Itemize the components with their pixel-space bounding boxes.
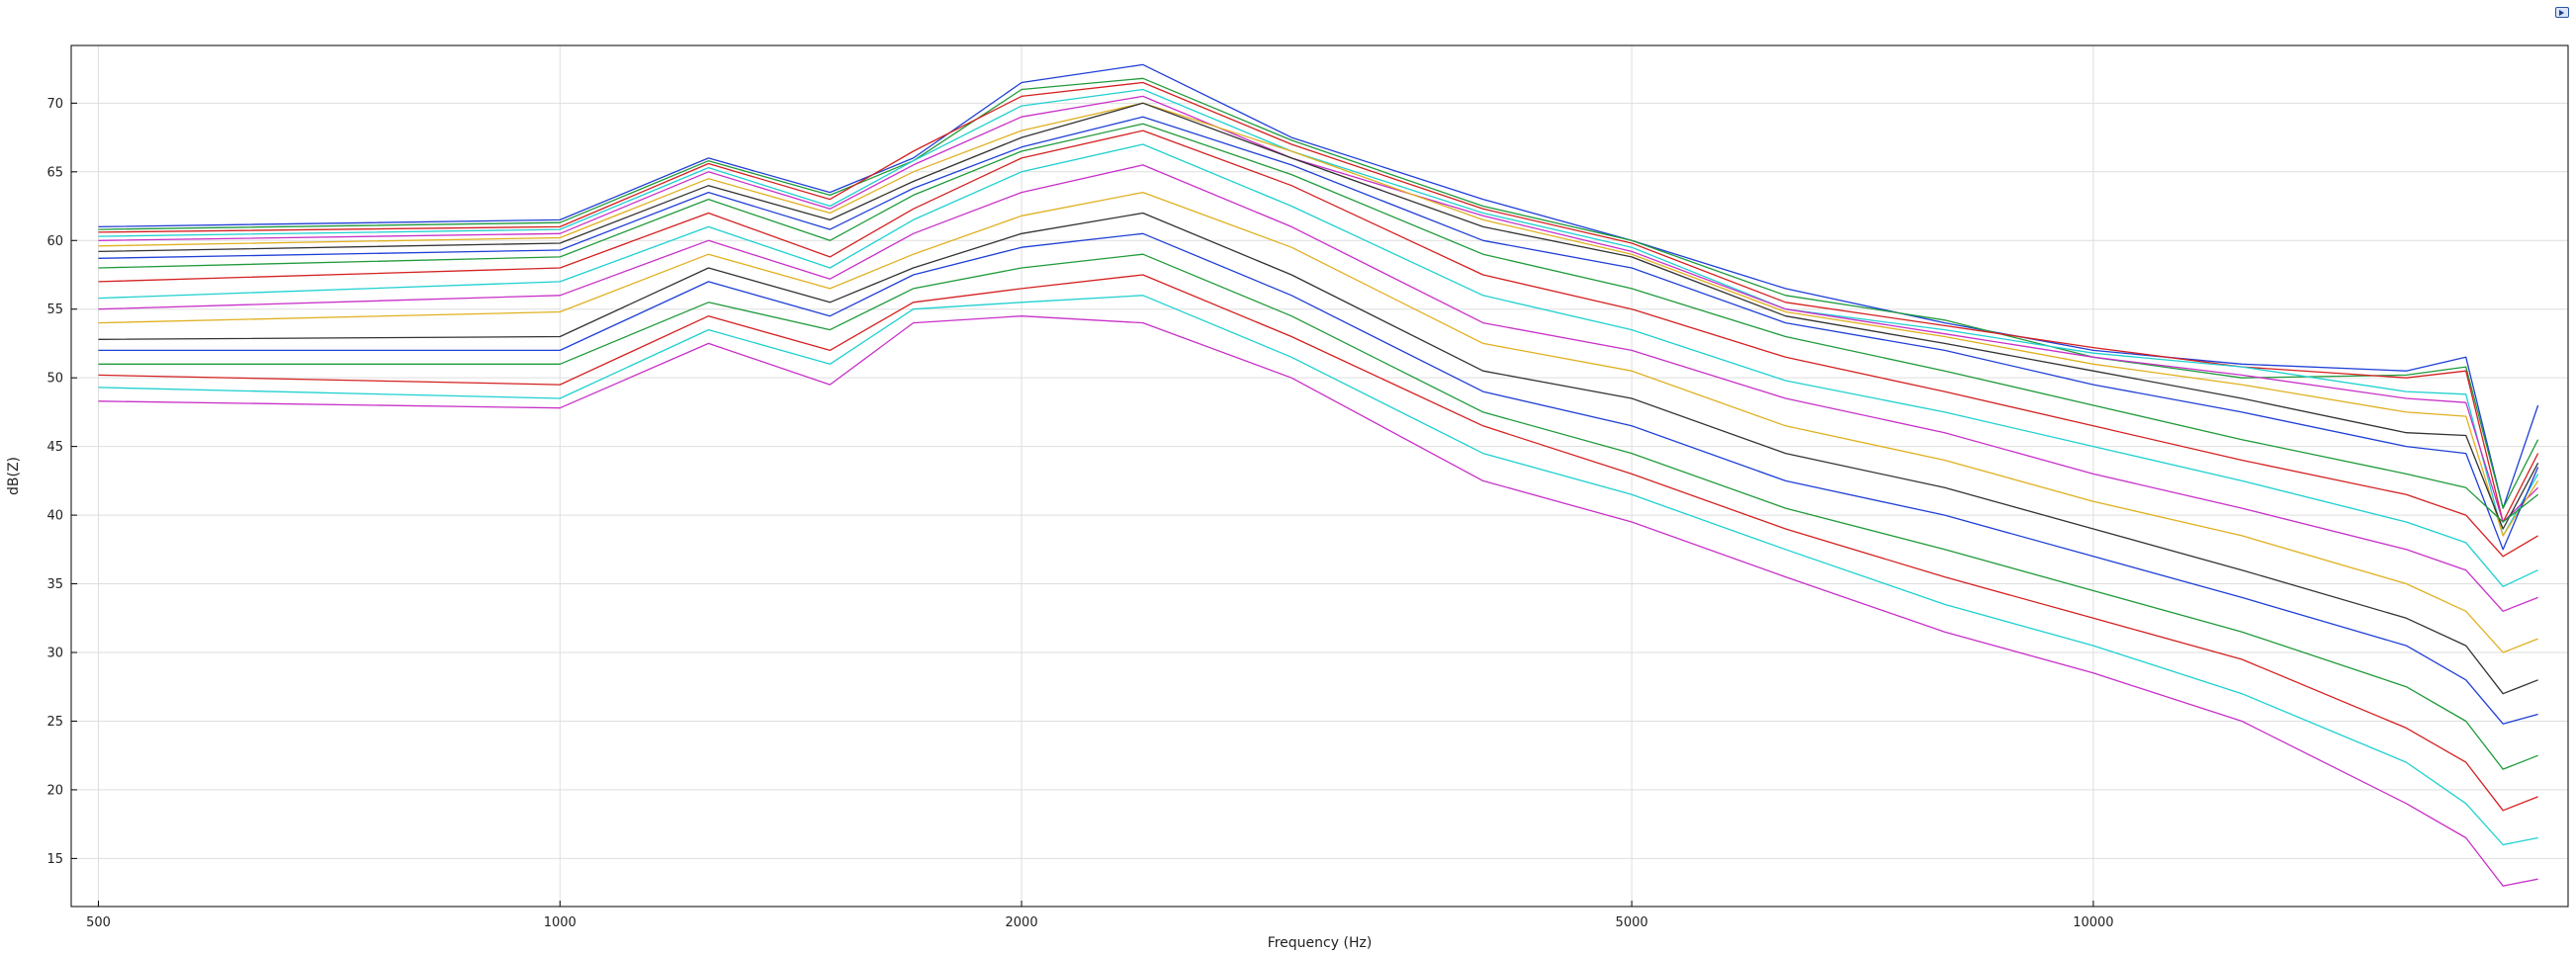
- series-line-13: [98, 191, 2538, 653]
- y-tick-label: 25: [46, 715, 63, 730]
- x-tick-label: 10000: [2073, 915, 2113, 930]
- x-tick-label: 500: [86, 915, 111, 930]
- series-line-15: [98, 232, 2538, 725]
- play-marker-icon: [2559, 10, 2564, 16]
- series-line-5: [98, 95, 2539, 523]
- y-tick-label: 45: [46, 440, 63, 455]
- x-tick-label: 1000: [544, 915, 577, 930]
- plot-frame: [70, 44, 2569, 908]
- series-line-2: [98, 77, 2539, 509]
- y-tick-label: 40: [46, 509, 63, 524]
- y-tick-label: 35: [46, 577, 63, 592]
- series-line-1: [98, 63, 2539, 509]
- series-line-6: [98, 102, 2539, 537]
- series-line-9: [98, 123, 2539, 523]
- series-line-14: [98, 212, 2538, 695]
- y-tick-labels: 15 20 25 30 35 40 45 50 55 60 65 70: [46, 97, 63, 867]
- y-tick-label: 20: [46, 783, 63, 798]
- y-tick-label: 65: [46, 165, 63, 180]
- x-tick-label: 5000: [1616, 915, 1648, 930]
- series-line-8: [98, 116, 2539, 551]
- grid: [71, 45, 2568, 907]
- series-line-4: [98, 88, 2539, 537]
- x-axis-title: Frequency (Hz): [1268, 935, 1373, 951]
- series-line-11: [98, 143, 2538, 587]
- y-tick-label: 60: [46, 234, 63, 249]
- series-line-3: [98, 81, 2539, 523]
- series-line-17: [98, 274, 2538, 812]
- tick-marks: [71, 102, 2094, 907]
- x-tick-label: 2000: [1006, 915, 1038, 930]
- series-line-16: [98, 253, 2538, 770]
- y-tick-label: 30: [46, 647, 63, 661]
- y-tick-label: 15: [46, 852, 63, 867]
- series-layer: [98, 63, 2539, 887]
- series-line-12: [98, 164, 2538, 612]
- series-line-19: [98, 315, 2538, 887]
- y-tick-label: 50: [46, 372, 63, 387]
- x-tick-labels: 500 1000 2000 5000 10000: [86, 915, 2113, 930]
- series-line-10: [98, 130, 2538, 558]
- y-axis-title: dB(Z): [6, 457, 22, 495]
- graph-export-icon[interactable]: [2555, 7, 2569, 18]
- y-tick-label: 55: [46, 303, 63, 317]
- y-tick-label: 70: [46, 97, 63, 112]
- series-line-18: [98, 295, 2538, 846]
- series-line-7: [98, 102, 2539, 530]
